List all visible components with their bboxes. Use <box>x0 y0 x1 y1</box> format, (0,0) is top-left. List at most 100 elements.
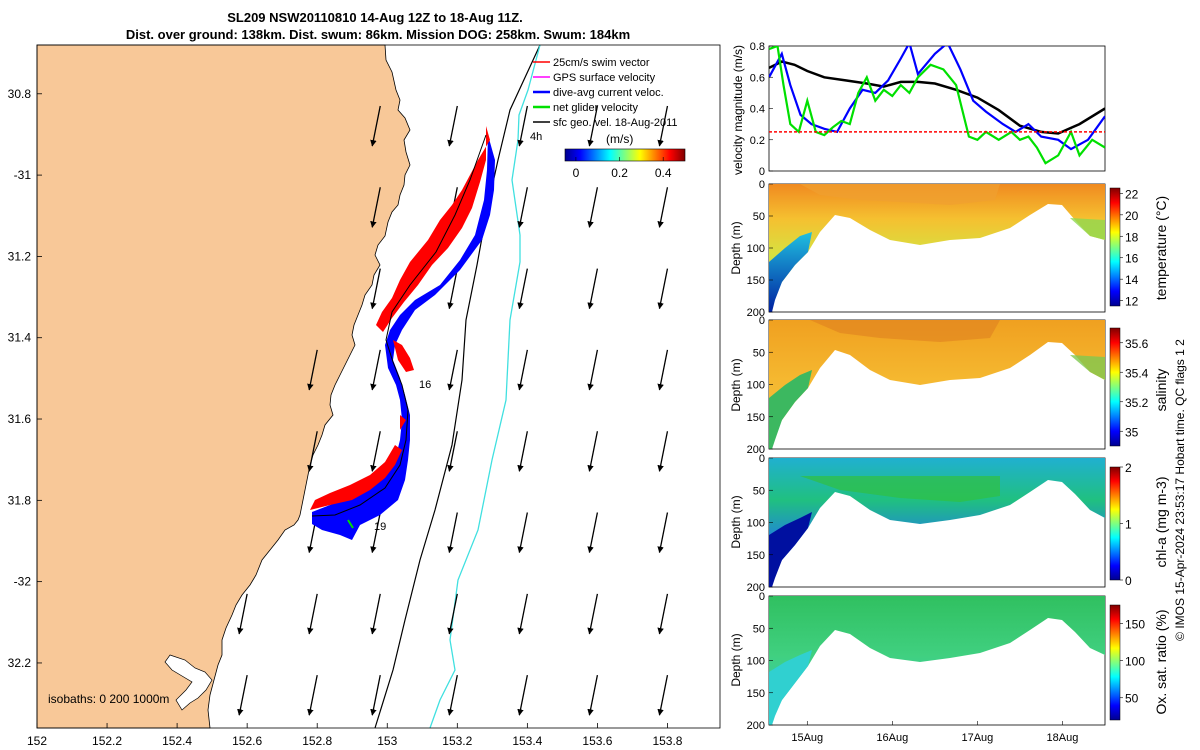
map-ytick-label: -31 <box>14 168 32 182</box>
geo-velocity-arrow <box>447 349 458 391</box>
map-xtick-label: 153.6 <box>582 734 612 748</box>
geo-velocity-arrow <box>587 431 599 472</box>
geo-velocity-arrow <box>657 512 669 554</box>
geo-velocity-arrow <box>587 675 599 716</box>
oxygen-colorbar-ticks: 50 100 150 <box>1120 618 1145 706</box>
geo-velocity-arrow <box>447 675 458 716</box>
geo-velocity-arrow <box>447 512 458 554</box>
depth-tick-label: 0 <box>759 179 765 191</box>
title-line-1: SL209 NSW20110810 14-Aug 12Z to 18-Aug 1… <box>227 10 523 25</box>
salinity-colorbar <box>1109 327 1121 447</box>
map-xtick-label: 153.2 <box>442 734 472 748</box>
geo-velocity-arrow <box>370 268 381 310</box>
map-colorbar-label: (m/s) <box>606 132 633 146</box>
geo-velocity-arrow <box>587 512 599 554</box>
isobaths-note: isobaths: 0 200 1000m <box>48 692 169 706</box>
depth-tick-label: 150 <box>747 275 765 287</box>
velocity-ytick-label: 0 <box>759 166 765 178</box>
salinity-core <box>810 320 1000 342</box>
map-y-ticks: 30.8 -31 31.2 31.4 31.6 31.8 -32 32.2 <box>8 87 42 670</box>
legend-sfc-label: sfc geo. vel. 18-Aug-2011 <box>553 117 678 129</box>
oxygen-panel: Depth (m) 0 50 100 150 200 50 100 150 Ox. sat.… <box>729 591 1169 744</box>
chlorophyll-colorbar-label: chl-a (mg m-3) <box>1153 476 1169 567</box>
map-xtick-label: 152.8 <box>302 734 332 748</box>
oxygen-colorbar-label: Ox. sat. ratio (%) <box>1153 609 1169 714</box>
map-ytick-label: -32 <box>14 575 32 589</box>
geo-velocity-arrow <box>517 675 528 716</box>
geo-velocity-arrow <box>587 593 599 635</box>
time-tick-label: 17Aug <box>961 732 993 744</box>
geo-velocity-arrow <box>517 593 528 635</box>
map-colorbar-tick-label: 0.2 <box>611 166 628 180</box>
colorbar-tick-label: 2 <box>1125 461 1132 475</box>
temperature-green-band <box>1070 218 1105 240</box>
temperature-colorbar-label: temperature (°C) <box>1153 196 1169 300</box>
oxygen-deep <box>769 650 812 725</box>
depth-tick-label: 50 <box>753 211 765 223</box>
geo-velocity-arrow <box>370 105 381 147</box>
velocity-panel-bg <box>768 45 1106 172</box>
geo-velocity-arrow <box>657 268 669 310</box>
map-ytick-label: 31.2 <box>8 249 32 263</box>
depth-tick-label: 100 <box>747 380 765 392</box>
geo-velocity-arrow <box>370 187 381 228</box>
temperature-ylabel: Depth (m) <box>729 221 743 274</box>
temperature-axis: Depth (m) 0 50 100 150 200 12 14 16 18 20 22 temp… <box>729 179 1169 319</box>
map-ytick-label: 31.8 <box>8 493 32 507</box>
geo-velocity-arrow <box>447 268 458 310</box>
geo-velocity-arrow <box>307 349 318 391</box>
depth-tick-label: 100 <box>747 518 765 530</box>
colorbar-tick-label: 0 <box>1125 574 1132 588</box>
swim-vector-swath <box>310 126 490 510</box>
chlorophyll-axis: Depth (m) 0 50 100 150 200 0 1 2 chl-a (mg m-3… <box>729 453 1169 594</box>
geo-velocity-arrow <box>587 105 599 147</box>
depth-tick-label: 0 <box>759 591 765 603</box>
chlorophyll-panel: Depth (m) 0 50 100 150 200 0 1 2 chl-a (mg m-3… <box>729 453 1169 594</box>
chlorophyll-y-ticks: 0 50 100 150 200 <box>747 453 773 594</box>
legend-net-label: net glider velocity <box>553 102 638 114</box>
depth-tick-label: 100 <box>747 243 765 255</box>
temperature-colorbar-ticks: 12 14 16 18 20 22 <box>1120 187 1139 309</box>
temperature-deep-cold <box>769 232 812 312</box>
colorbar-tick-label: 1 <box>1125 518 1132 532</box>
map-xtick-label: 153 <box>377 734 397 748</box>
salinity-field <box>769 320 1105 440</box>
depth-tick-label: 150 <box>747 550 765 562</box>
oxygen-colorbar <box>1109 604 1121 721</box>
velocity-series <box>769 46 1105 165</box>
colorbar-tick-label: 35.4 <box>1125 366 1149 380</box>
geo-velocity-arrow <box>370 593 381 635</box>
geo-velocity-arrow <box>657 349 669 391</box>
chlorophyll-max <box>800 476 1000 502</box>
depth-tick-label: 150 <box>747 688 765 700</box>
chlorophyll-ylabel: Depth (m) <box>729 495 743 548</box>
colorbar-tick-label: 12 <box>1125 295 1139 309</box>
oxygen-field <box>769 596 1105 716</box>
dive-avg-current-swath <box>312 135 495 540</box>
geo-velocity-arrow <box>657 675 669 716</box>
geo-velocity-arrow <box>587 349 599 391</box>
footer-credit: © IMOS 15-Apr-2024 23:53:17 Hobart time.… <box>1173 339 1187 641</box>
geo-velocity-arrow <box>517 268 528 310</box>
colorbar-tick-label: 50 <box>1125 692 1139 706</box>
title-line-2: Dist. over ground: 138km. Dist. swum: 86… <box>126 27 630 42</box>
glider-track-line <box>311 134 487 517</box>
geo-velocity-arrow <box>447 431 458 472</box>
map-ytick-label: 31.4 <box>8 331 32 345</box>
colorbar-tick-label: 35.6 <box>1125 337 1149 351</box>
geo-velocity-arrow <box>370 675 381 716</box>
legend-dive-label: dive-avg current veloc. <box>553 87 664 99</box>
map-frame <box>36 44 721 729</box>
map-legend: 25cm/s swim vector GPS surface velocity … <box>533 57 678 129</box>
map-xtick-label: 153.4 <box>512 734 542 748</box>
geo-velocity-arrow <box>657 187 669 228</box>
time-tick-label: 18Aug <box>1047 732 1079 744</box>
salinity-axis: Depth (m) 0 50 100 150 200 35 35.2 35.4 35.6 sa… <box>729 315 1169 456</box>
map-ytick-label: 31.6 <box>8 412 32 426</box>
depth-tick-label: 200 <box>747 307 765 319</box>
map-xtick-label: 152 <box>27 734 47 748</box>
depth-tick-label: 150 <box>747 412 765 424</box>
salinity-ylabel: Depth (m) <box>729 358 743 411</box>
velocity-ytick-label: 0.4 <box>750 104 765 116</box>
net-velocity-segment <box>347 519 354 529</box>
